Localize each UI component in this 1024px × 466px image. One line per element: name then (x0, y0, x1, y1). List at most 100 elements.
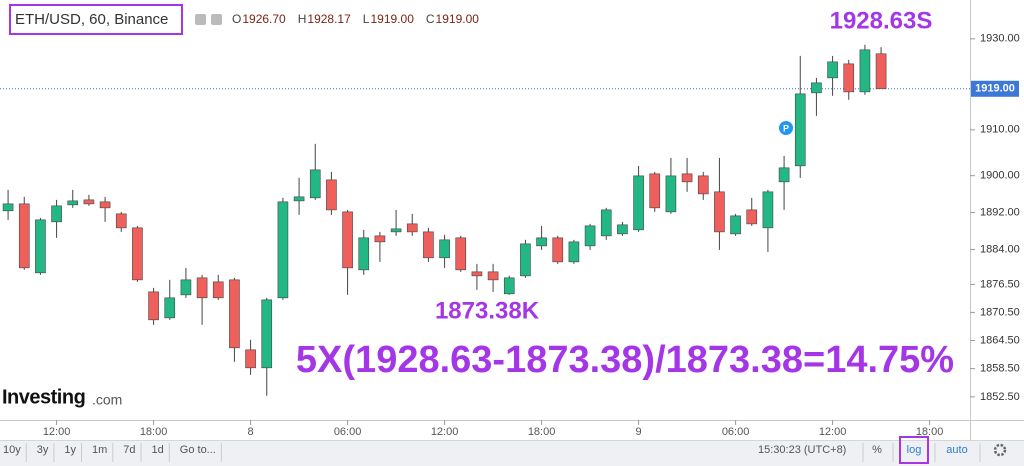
auto-button[interactable]: auto (946, 444, 967, 456)
annotation: 5X(1928.63-1873.38)/1873.38=14.75% (296, 339, 954, 381)
log-button[interactable]: log (907, 444, 922, 456)
candle-body (875, 53, 887, 90)
candle-body (746, 209, 758, 225)
ohlc-letter: C (426, 12, 435, 26)
candle-body (115, 213, 127, 229)
candle-body (51, 205, 62, 223)
candle-body (778, 167, 790, 183)
candle-body (617, 224, 628, 235)
candle-body (665, 175, 677, 213)
candle-body (600, 209, 612, 237)
logo-suffix: .com (92, 392, 122, 408)
candle-body (342, 211, 353, 269)
candle-body (261, 299, 273, 369)
symbol-box[interactable] (9, 4, 183, 35)
candle-body (374, 235, 386, 243)
candle-body (811, 82, 822, 94)
candle-body (714, 191, 725, 233)
ohlc-letter: H (298, 12, 307, 26)
y-tick-label: 1864.50 (980, 334, 1020, 346)
candle-body (83, 199, 95, 205)
candle-body (568, 241, 580, 263)
candle-body (552, 237, 564, 263)
candle-body (520, 243, 531, 277)
candle-body (455, 237, 467, 271)
candle-body (293, 196, 305, 202)
range-button[interactable]: Go to... (180, 444, 216, 456)
event-marker-label: P (783, 123, 789, 133)
candle-body (503, 277, 515, 295)
y-tick-label: 1858.50 (980, 363, 1020, 375)
candle-body (439, 239, 450, 259)
x-tick-label: 06:00 (334, 426, 362, 438)
y-tick-label: 1870.50 (980, 306, 1020, 318)
icon[interactable] (211, 14, 222, 25)
candle-body (18, 203, 30, 269)
x-tick-label: 12:00 (431, 426, 459, 438)
candle-body (487, 271, 499, 281)
x-tick-label: 9 (636, 426, 642, 438)
x-tick-label: 8 (248, 426, 254, 438)
range-button[interactable]: 1d (152, 444, 164, 456)
candle-body (390, 228, 402, 233)
toolbar (0, 440, 1024, 466)
x-tick-label: 12:00 (819, 426, 847, 438)
price-label: 1919.00 (975, 83, 1015, 95)
logo: Investing (2, 386, 85, 408)
candle-body (697, 175, 709, 195)
y-tick-label: 1892.00 (980, 206, 1020, 218)
y-tick-label: 1910.00 (980, 124, 1020, 136)
price-label-box (971, 80, 1019, 97)
candle-body (730, 215, 741, 235)
range-button[interactable]: 1y (64, 444, 76, 456)
candle-body (35, 219, 46, 274)
icon[interactable] (195, 14, 206, 25)
plot-area (0, 44, 970, 396)
candle-body (358, 237, 370, 271)
ohlc-legend: O 1926.70 H 1928.17 L 1919.00 C 1919.00 (232, 12, 479, 26)
ohlc-value: 1919.00 (370, 12, 414, 26)
candle-body (67, 200, 79, 206)
candle-body (649, 173, 661, 209)
x-tick-label: 18:00 (528, 426, 556, 438)
clock: 15:30:23 (UTC+8) (758, 444, 846, 456)
candle-body (99, 201, 111, 209)
candle-body (859, 49, 871, 93)
y-tick-label: 1900.00 (980, 170, 1020, 182)
candle-body (681, 173, 693, 183)
range-buttons: 10y 3y 1y 1m 7d 1d Go to... (3, 443, 222, 462)
x-tick-label: 18:00 (916, 426, 944, 438)
y-tick-label: 1884.00 (980, 243, 1020, 255)
candle-body (471, 271, 483, 277)
candle-body (633, 175, 644, 231)
candle-body (180, 279, 192, 296)
annotation: 1928.63S (830, 7, 933, 34)
candle-body (229, 279, 240, 349)
range-button[interactable]: 10y (3, 444, 21, 456)
percent-button[interactable]: % (872, 444, 882, 456)
event-marker[interactable] (779, 121, 793, 135)
range-button[interactable]: 3y (37, 444, 49, 456)
candle-body (423, 231, 434, 259)
ohlc-letter: L (363, 12, 370, 26)
candle-body (843, 63, 855, 93)
y-tick-label: 1876.50 (980, 278, 1020, 290)
candle-body (827, 61, 838, 79)
candle-body (309, 169, 321, 199)
annotation: 1873.38K (435, 297, 540, 324)
x-tick-label: 06:00 (722, 426, 750, 438)
log-highlight (899, 436, 929, 464)
x-tick-label: 18:00 (140, 426, 168, 438)
candle-body (584, 225, 596, 247)
candle-body (132, 227, 143, 281)
candle-body (326, 179, 337, 211)
range-button[interactable]: 7d (123, 444, 135, 456)
ohlc-value: 1919.00 (436, 12, 480, 26)
range-button[interactable]: 1m (92, 444, 107, 456)
y-tick-label: 1930.00 (980, 33, 1020, 45)
candle-body (762, 191, 774, 229)
ohlc-value: 1928.17 (307, 12, 351, 26)
settings-icon[interactable] (993, 443, 1007, 457)
